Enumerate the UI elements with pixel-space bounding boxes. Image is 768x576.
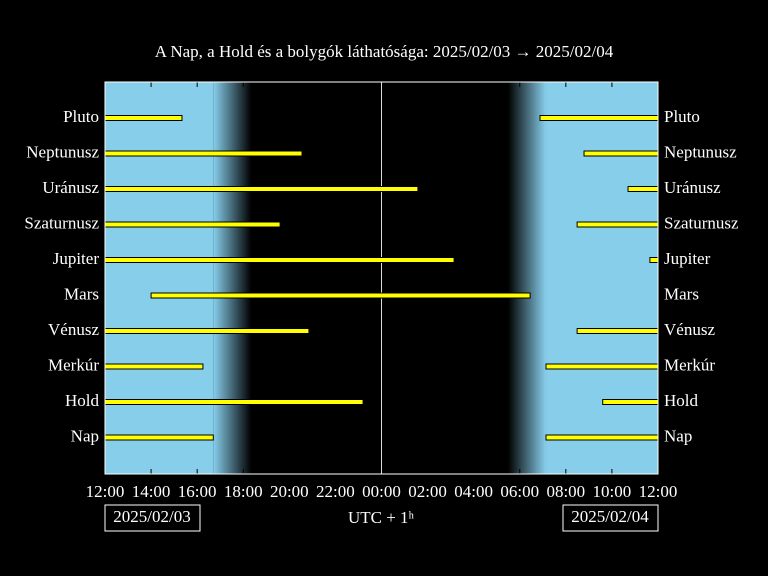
x-tick-label: 20:00 (270, 482, 309, 501)
row-label: Hold (65, 391, 100, 410)
row-label: Jupiter (664, 249, 711, 268)
visibility-bar (583, 150, 659, 157)
visibility-bar (104, 328, 310, 334)
row-label: Mars (64, 284, 99, 303)
row-label: Szaturnusz (24, 213, 99, 232)
visibility-bar (104, 399, 364, 405)
visibility-bar (576, 328, 659, 334)
visibility-bar (104, 257, 455, 263)
row-label: Uránusz (664, 178, 721, 197)
visibility-bar (649, 257, 659, 263)
x-tick-label: 06:00 (500, 482, 539, 501)
x-tick-label: 12:00 (639, 482, 678, 501)
visibility-bar (539, 115, 659, 121)
row-label: Szaturnusz (664, 213, 739, 232)
daylight (105, 82, 214, 474)
date-label: 2025/02/03 (113, 507, 190, 526)
row-label: Merkúr (664, 355, 715, 374)
row-label: Vénusz (48, 320, 99, 339)
row-label: Vénusz (664, 320, 715, 339)
row-label: Neptunusz (26, 142, 99, 161)
x-tick-label: 22:00 (316, 482, 355, 501)
row-label: Mars (664, 284, 699, 303)
twilight (507, 82, 547, 474)
x-tick-label: 18:00 (224, 482, 263, 501)
visibility-bar (576, 221, 659, 228)
visibility-bar (545, 363, 659, 370)
visibility-bar (602, 399, 659, 405)
x-tick-label: 10:00 (593, 482, 632, 501)
visibility-bar (104, 186, 419, 192)
row-label: Merkúr (48, 355, 99, 374)
twilight (213, 82, 252, 474)
visibility-bar (627, 186, 659, 192)
row-label: Nap (71, 426, 99, 445)
x-tick-label: 12:00 (86, 482, 125, 501)
x-tick-label: 14:00 (132, 482, 171, 501)
daylight (546, 82, 658, 474)
visibility-bar (104, 115, 183, 121)
row-label: Pluto (664, 107, 700, 126)
x-axis-label: UTC + 1ʰ (348, 508, 415, 527)
date-box (562, 504, 659, 532)
date-label: 2025/02/04 (571, 507, 649, 526)
x-tick-label: 02:00 (408, 482, 447, 501)
row-label: Hold (664, 391, 699, 410)
row-label: Nap (664, 426, 692, 445)
visibility-bar (104, 363, 204, 370)
visibility-bar (104, 221, 281, 228)
visibility-bar (150, 292, 531, 299)
visibility-bar (545, 434, 659, 441)
chart-title: A Nap, a Hold és a bolygók láthatósága: … (155, 42, 614, 61)
visibility-bar (104, 150, 303, 157)
x-tick-label: 00:00 (362, 482, 401, 501)
date-box (104, 504, 201, 532)
visibility-bar (104, 434, 214, 441)
x-tick-label: 04:00 (454, 482, 493, 501)
plot-frame (104, 81, 659, 475)
row-label: Pluto (63, 107, 99, 126)
row-label: Uránusz (42, 178, 99, 197)
x-tick-label: 08:00 (546, 482, 585, 501)
row-label: Neptunusz (664, 142, 737, 161)
row-label: Jupiter (53, 249, 100, 268)
x-tick-label: 16:00 (178, 482, 217, 501)
